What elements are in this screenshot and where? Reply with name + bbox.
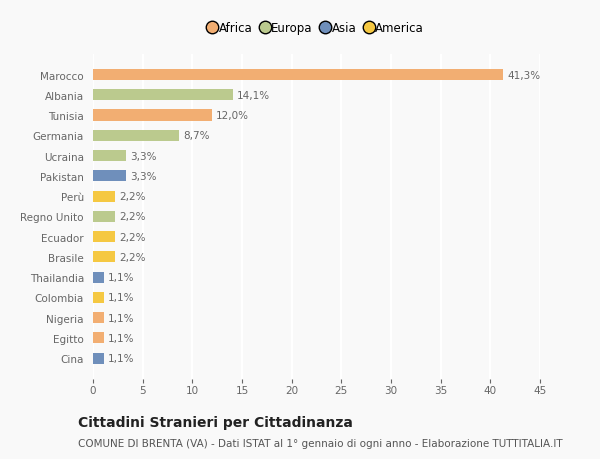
Text: 8,7%: 8,7% — [184, 131, 210, 141]
Bar — [93, 353, 104, 364]
Text: 1,1%: 1,1% — [108, 353, 134, 364]
Bar — [93, 252, 115, 263]
Bar — [93, 110, 212, 121]
Text: 12,0%: 12,0% — [216, 111, 249, 121]
Bar — [93, 231, 115, 243]
Bar — [93, 333, 104, 344]
Text: 1,1%: 1,1% — [108, 333, 134, 343]
Text: 3,3%: 3,3% — [130, 151, 156, 161]
Legend: Africa, Europa, Asia, America: Africa, Europa, Asia, America — [206, 19, 427, 39]
Text: 14,1%: 14,1% — [237, 90, 270, 101]
Text: 3,3%: 3,3% — [130, 172, 156, 181]
Text: 41,3%: 41,3% — [507, 70, 541, 80]
Text: 2,2%: 2,2% — [119, 252, 145, 262]
Text: 2,2%: 2,2% — [119, 212, 145, 222]
Bar — [93, 211, 115, 223]
Bar — [93, 70, 503, 81]
Bar — [93, 272, 104, 283]
Bar — [93, 292, 104, 303]
Bar — [93, 313, 104, 324]
Text: 1,1%: 1,1% — [108, 273, 134, 283]
Bar — [93, 90, 233, 101]
Bar — [93, 130, 179, 141]
Text: Cittadini Stranieri per Cittadinanza: Cittadini Stranieri per Cittadinanza — [78, 415, 353, 429]
Bar — [93, 151, 126, 162]
Text: 1,1%: 1,1% — [108, 293, 134, 303]
Bar — [93, 171, 126, 182]
Text: 2,2%: 2,2% — [119, 192, 145, 202]
Bar — [93, 191, 115, 202]
Text: 1,1%: 1,1% — [108, 313, 134, 323]
Text: COMUNE DI BRENTA (VA) - Dati ISTAT al 1° gennaio di ogni anno - Elaborazione TUT: COMUNE DI BRENTA (VA) - Dati ISTAT al 1°… — [78, 438, 563, 448]
Text: 2,2%: 2,2% — [119, 232, 145, 242]
